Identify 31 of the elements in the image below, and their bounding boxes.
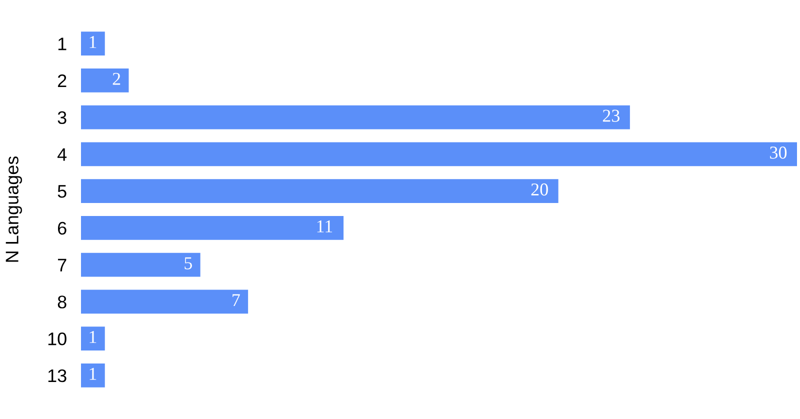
data-label: 23 [602,110,620,122]
bar [81,142,797,166]
data-label: 2 [112,72,120,85]
bar [81,326,105,351]
data-label: 20 [531,183,548,196]
bar [81,68,129,92]
data-label: 1 [90,36,96,48]
data-label: 1 [90,330,96,343]
y-tick-label: 5 [58,185,66,198]
y-tick-label: 7 [58,258,66,272]
y-tick-label: 2 [58,74,66,87]
y-tick-label: 1 [58,38,66,50]
bar [81,179,558,204]
data-label: 1 [90,368,96,380]
y-axis-title: N Languages [6,156,22,262]
y-tick-label: 6 [58,222,66,235]
y-tick-label: 3 [58,111,66,124]
y-tick-label: 13 [48,369,66,382]
y-tick-label: 4 [57,148,67,161]
bar [81,216,344,240]
bar [81,105,630,130]
data-label: 11 [317,220,332,232]
bar [81,252,200,277]
bar [81,290,248,314]
data-label: 7 [232,294,240,306]
bar [81,32,105,56]
y-tick-label: 8 [58,296,66,308]
data-label: 30 [770,146,787,159]
bar [81,363,105,388]
y-tick-label: 10 [48,332,66,346]
data-label: 5 [184,257,192,270]
